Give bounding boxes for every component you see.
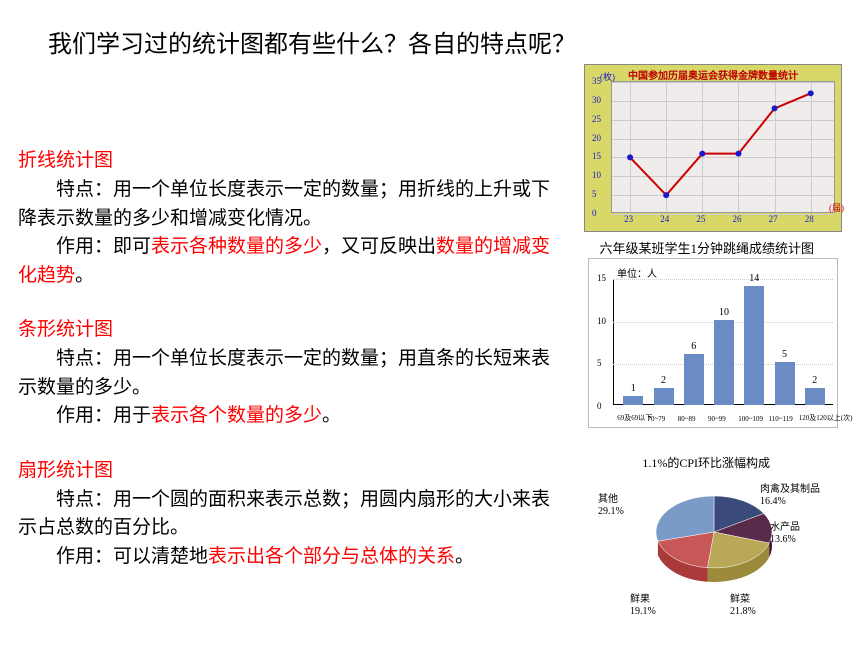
hl: 表示各个数量的多少	[151, 405, 322, 426]
text-content: 折线统计图 特点：用一个单位长度表示一定的数量；用折线的上升或下降表示数量的多少…	[18, 145, 558, 595]
bar-chart-bar	[775, 362, 795, 405]
line-chart: 中国参加历届奥运会获得金牌数量统计 (枚) (届) 05101520253035…	[584, 64, 842, 232]
bar-chart-xtick: 80~89	[678, 415, 696, 423]
bar-chart-bar	[623, 396, 643, 405]
line-chart-xtick: 25	[696, 214, 705, 224]
pie-chart-label: 鲜菜21.8%	[730, 594, 756, 618]
bar-chart: 单位：人 051015169及69以下270~79680~891090~9914…	[588, 258, 838, 428]
pie-chart: 肉禽及其制品16.4% 水产品13.6% 鲜菜21.8% 鲜果19.1% 其他29.1%	[600, 474, 828, 624]
bar-chart-gridline	[613, 279, 833, 280]
txt: 作用：即可	[56, 236, 151, 257]
section-bar-feature: 特点：用一个单位长度表示一定的数量；用直条的长短来表示数量的多少。	[18, 345, 558, 402]
hl: 表示各种数量的多少	[151, 236, 322, 257]
bar-chart-ytick: 5	[597, 358, 602, 368]
bar-chart-bar	[805, 388, 825, 405]
bar-chart-unit: 单位：人	[617, 265, 657, 280]
section-line-title: 折线统计图	[18, 145, 558, 172]
line-chart-ytick: 30	[592, 95, 601, 105]
bar-chart-xtick: 120及120以上(次)	[799, 413, 853, 423]
bar-chart-bar	[714, 320, 734, 405]
section-pie-use: 作用：可以清楚地表示出各个部分与总体的关系。	[18, 543, 558, 572]
pie-chart-label: 鲜果19.1%	[630, 594, 656, 618]
pie-chart-label: 肉禽及其制品16.4%	[760, 484, 820, 508]
line-chart-ytick: 0	[592, 208, 597, 218]
txt: 。	[455, 546, 474, 567]
line-chart-xtick: 28	[805, 214, 814, 224]
bar-chart-ytick: 15	[597, 273, 606, 283]
section-pie: 扇形统计图 特点：用一个圆的面积来表示总数；用圆内扇形的大小来表示占总数的百分比…	[18, 455, 558, 572]
bar-chart-title: 六年级某班学生1分钟跳绳成绩统计图	[599, 238, 814, 257]
bar-chart-xtick: 110~119	[769, 415, 793, 423]
bar-chart-xtick: 70~79	[648, 415, 666, 423]
section-line-use: 作用：即可表示各种数量的多少，又可反映出数量的增减变化趋势。	[18, 233, 558, 290]
bar-chart-value: 10	[712, 307, 736, 318]
txt: 作用：可以清楚地	[56, 546, 208, 567]
hl: 表示出各个部分与总体的关系	[208, 546, 455, 567]
line-chart-gridline	[612, 214, 834, 215]
section-bar-use: 作用：用于表示各个数量的多少。	[18, 402, 558, 431]
pie-chart-label: 水产品13.6%	[770, 522, 800, 546]
bar-chart-value: 1	[621, 383, 645, 394]
txt: 。	[75, 265, 94, 286]
line-chart-xtick: 24	[660, 214, 669, 224]
txt: 作用：用于	[56, 405, 151, 426]
pie-chart-label: 其他29.1%	[598, 494, 624, 518]
line-chart-xtick: 26	[732, 214, 741, 224]
bar-chart-ytick: 0	[597, 401, 602, 411]
txt: 。	[322, 405, 341, 426]
line-chart-ytick: 5	[592, 189, 597, 199]
bar-chart-value: 2	[652, 375, 676, 386]
bar-chart-xtick: 100~109	[738, 415, 763, 423]
section-pie-feature: 特点：用一个圆的面积来表示总数；用圆内扇形的大小来表示占总数的百分比。	[18, 486, 558, 543]
line-chart-plot: (枚) (届) 05101520253035232425262728	[611, 81, 835, 213]
bar-chart-bar	[654, 388, 674, 405]
section-bar: 条形统计图 特点：用一个单位长度表示一定的数量；用直条的长短来表示数量的多少。 …	[18, 314, 558, 431]
line-chart-ytick: 25	[592, 114, 601, 124]
section-pie-title: 扇形统计图	[18, 455, 558, 482]
bar-chart-ytick: 10	[597, 316, 606, 326]
section-bar-title: 条形统计图	[18, 314, 558, 341]
bar-chart-value: 14	[742, 273, 766, 284]
txt: ，又可反映出	[322, 236, 436, 257]
line-chart-ytick: 10	[592, 170, 601, 180]
bar-chart-value: 2	[803, 375, 827, 386]
bar-chart-value: 5	[773, 349, 797, 360]
bar-chart-value: 6	[682, 341, 706, 352]
line-chart-svg	[612, 82, 836, 214]
section-line-feature: 特点：用一个单位长度表示一定的数量；用折线的上升或下降表示数量的多少和增减变化情…	[18, 176, 558, 233]
bar-chart-yaxis-line	[613, 279, 614, 405]
section-line: 折线统计图 特点：用一个单位长度表示一定的数量；用折线的上升或下降表示数量的多少…	[18, 145, 558, 290]
bar-chart-xtick: 90~99	[708, 415, 726, 423]
line-chart-ytick: 20	[592, 133, 601, 143]
bar-chart-bar	[744, 286, 764, 405]
line-chart-ytick: 15	[592, 151, 601, 161]
line-chart-xtick: 23	[624, 214, 633, 224]
bar-chart-bar	[684, 354, 704, 405]
page-title: 我们学习过的统计图都有些什么？各自的特点呢？	[0, 0, 860, 59]
line-chart-ytick: 35	[592, 76, 601, 86]
line-chart-xtick: 27	[769, 214, 778, 224]
line-chart-title: 中国参加历届奥运会获得金牌数量统计	[585, 65, 841, 82]
pie-chart-title: 1.1%的CPI环比涨幅构成	[642, 454, 770, 471]
